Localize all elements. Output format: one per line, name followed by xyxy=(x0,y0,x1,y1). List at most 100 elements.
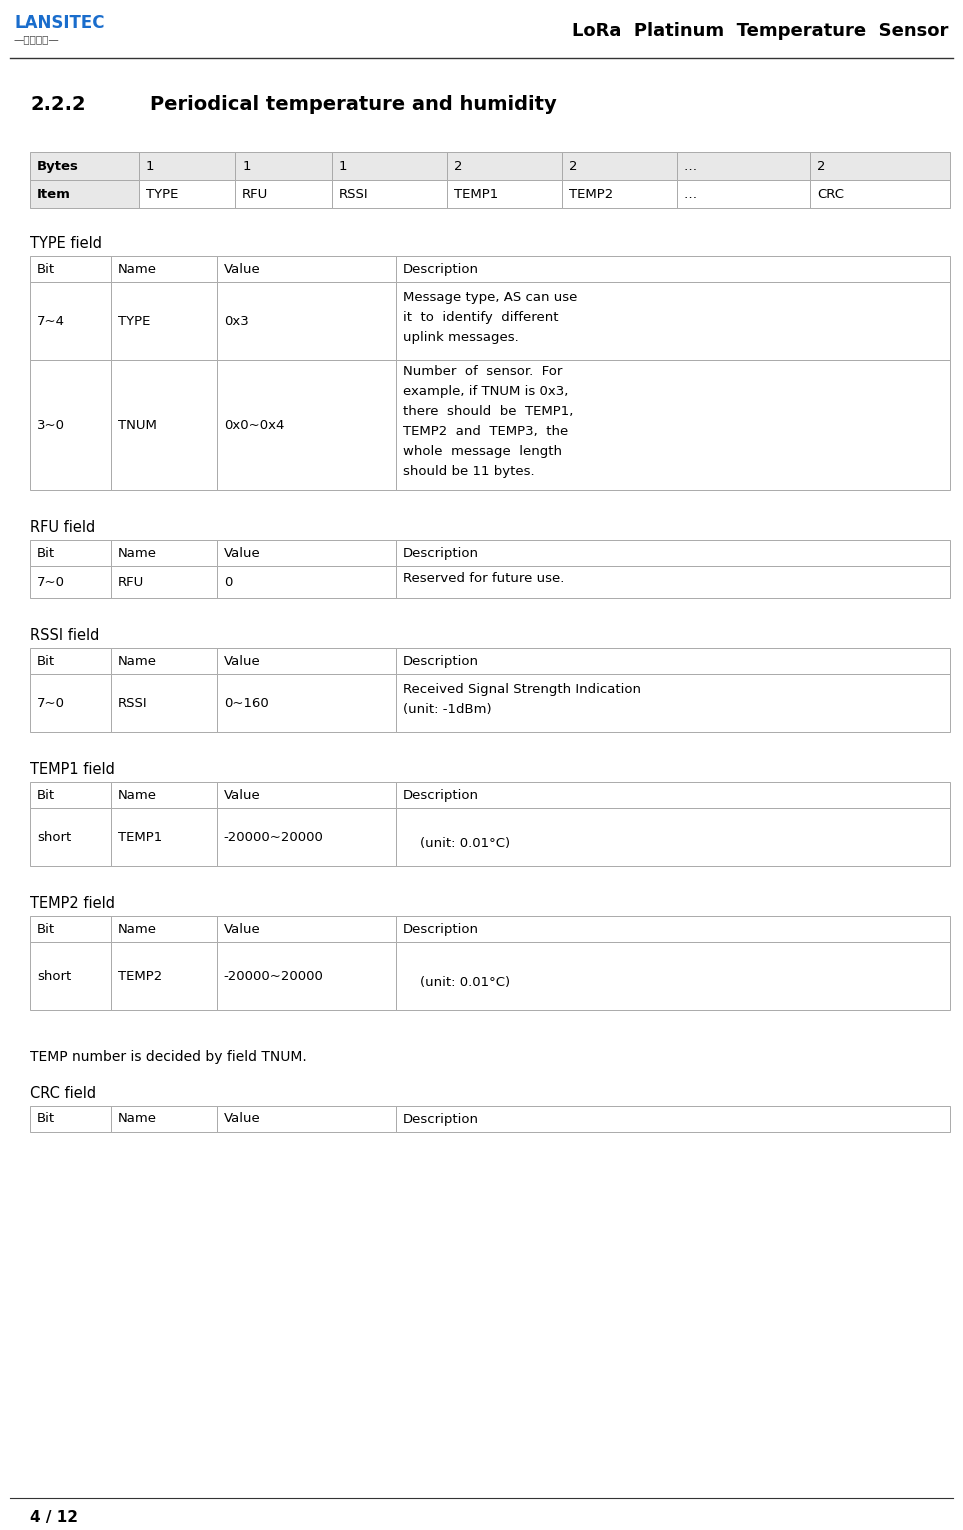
Bar xyxy=(217,916,396,942)
Text: RFU field: RFU field xyxy=(30,520,95,536)
Bar xyxy=(810,181,950,208)
Text: TEMP2: TEMP2 xyxy=(569,188,613,200)
Bar xyxy=(217,649,396,675)
Bar xyxy=(396,540,950,566)
Text: TNUM: TNUM xyxy=(117,419,157,431)
Bar xyxy=(332,181,447,208)
Bar xyxy=(235,181,332,208)
Bar xyxy=(30,360,111,490)
Text: Bit: Bit xyxy=(37,546,55,560)
Text: 7~0: 7~0 xyxy=(37,696,65,710)
Text: 0x0~0x4: 0x0~0x4 xyxy=(223,419,284,431)
Bar xyxy=(30,1106,111,1132)
Text: 7~0: 7~0 xyxy=(37,575,65,589)
Bar xyxy=(217,256,396,282)
Bar xyxy=(217,782,396,808)
Text: TYPE: TYPE xyxy=(145,188,178,200)
Bar xyxy=(396,566,950,598)
Text: Bit: Bit xyxy=(37,788,55,802)
Bar xyxy=(235,151,332,181)
Text: 2: 2 xyxy=(569,159,577,173)
Text: Value: Value xyxy=(223,655,261,667)
Text: TEMP2 field: TEMP2 field xyxy=(30,897,115,910)
Text: Reserved for future use.: Reserved for future use. xyxy=(403,572,564,584)
Bar xyxy=(396,360,950,490)
Text: 2.2.2: 2.2.2 xyxy=(30,95,86,115)
Bar xyxy=(111,808,217,866)
Text: Name: Name xyxy=(117,546,157,560)
Bar xyxy=(30,566,111,598)
Text: whole  message  length: whole message length xyxy=(403,445,562,457)
Text: LANSITEC: LANSITEC xyxy=(14,14,105,32)
Text: 1: 1 xyxy=(242,159,250,173)
Text: Message type, AS can use: Message type, AS can use xyxy=(403,291,578,304)
Text: 4 / 12: 4 / 12 xyxy=(30,1510,78,1525)
Text: 0x3: 0x3 xyxy=(223,315,248,327)
Bar xyxy=(111,360,217,490)
Bar xyxy=(396,942,950,1010)
Text: TYPE: TYPE xyxy=(117,315,150,327)
Bar xyxy=(396,916,950,942)
Bar xyxy=(217,282,396,360)
Text: TEMP1: TEMP1 xyxy=(117,831,162,843)
Text: uplink messages.: uplink messages. xyxy=(403,330,519,344)
Text: …: … xyxy=(684,159,697,173)
Text: RSSI field: RSSI field xyxy=(30,627,99,643)
Bar xyxy=(396,782,950,808)
Text: 0: 0 xyxy=(223,575,232,589)
Bar xyxy=(217,808,396,866)
Bar xyxy=(30,782,111,808)
Text: -20000~20000: -20000~20000 xyxy=(223,831,324,843)
Bar xyxy=(111,566,217,598)
Text: RSSI: RSSI xyxy=(117,696,147,710)
Bar xyxy=(111,916,217,942)
Text: Bit: Bit xyxy=(37,655,55,667)
Text: …: … xyxy=(684,188,697,200)
Bar xyxy=(30,151,139,181)
Text: 2: 2 xyxy=(818,159,825,173)
Text: TYPE field: TYPE field xyxy=(30,236,102,251)
Text: Description: Description xyxy=(403,923,480,935)
Text: 0~160: 0~160 xyxy=(223,696,269,710)
Text: Bit: Bit xyxy=(37,1112,55,1126)
Text: should be 11 bytes.: should be 11 bytes. xyxy=(403,465,534,477)
Bar xyxy=(217,942,396,1010)
Bar xyxy=(217,1106,396,1132)
Bar xyxy=(217,540,396,566)
Bar xyxy=(396,649,950,675)
Text: Name: Name xyxy=(117,1112,157,1126)
Text: —蓬驰科技—: —蓬驰科技— xyxy=(14,34,60,44)
Bar xyxy=(677,181,810,208)
Text: Value: Value xyxy=(223,1112,261,1126)
Text: CRC: CRC xyxy=(818,188,845,200)
Bar xyxy=(677,151,810,181)
Text: 3~0: 3~0 xyxy=(37,419,65,431)
Text: CRC field: CRC field xyxy=(30,1086,96,1102)
Text: LoRa  Platinum  Temperature  Sensor: LoRa Platinum Temperature Sensor xyxy=(572,21,948,40)
Text: Bit: Bit xyxy=(37,923,55,935)
Bar xyxy=(396,675,950,731)
Bar xyxy=(111,1106,217,1132)
Text: Value: Value xyxy=(223,546,261,560)
Bar xyxy=(217,566,396,598)
Text: Description: Description xyxy=(403,263,480,275)
Text: Item: Item xyxy=(37,188,71,200)
Bar xyxy=(561,181,677,208)
Text: example, if TNUM is 0x3,: example, if TNUM is 0x3, xyxy=(403,386,568,398)
Text: TEMP2  and  TEMP3,  the: TEMP2 and TEMP3, the xyxy=(403,425,568,438)
Text: Bit: Bit xyxy=(37,263,55,275)
Text: RFU: RFU xyxy=(242,188,269,200)
Text: 2: 2 xyxy=(454,159,462,173)
Bar xyxy=(30,256,111,282)
Text: RFU: RFU xyxy=(117,575,144,589)
Bar xyxy=(396,808,950,866)
Bar xyxy=(810,151,950,181)
Text: Description: Description xyxy=(403,1112,480,1126)
Bar xyxy=(447,181,561,208)
Bar xyxy=(217,675,396,731)
Text: Description: Description xyxy=(403,546,480,560)
Text: Name: Name xyxy=(117,263,157,275)
Text: short: short xyxy=(37,970,71,982)
Text: Description: Description xyxy=(403,788,480,802)
Text: Value: Value xyxy=(223,788,261,802)
